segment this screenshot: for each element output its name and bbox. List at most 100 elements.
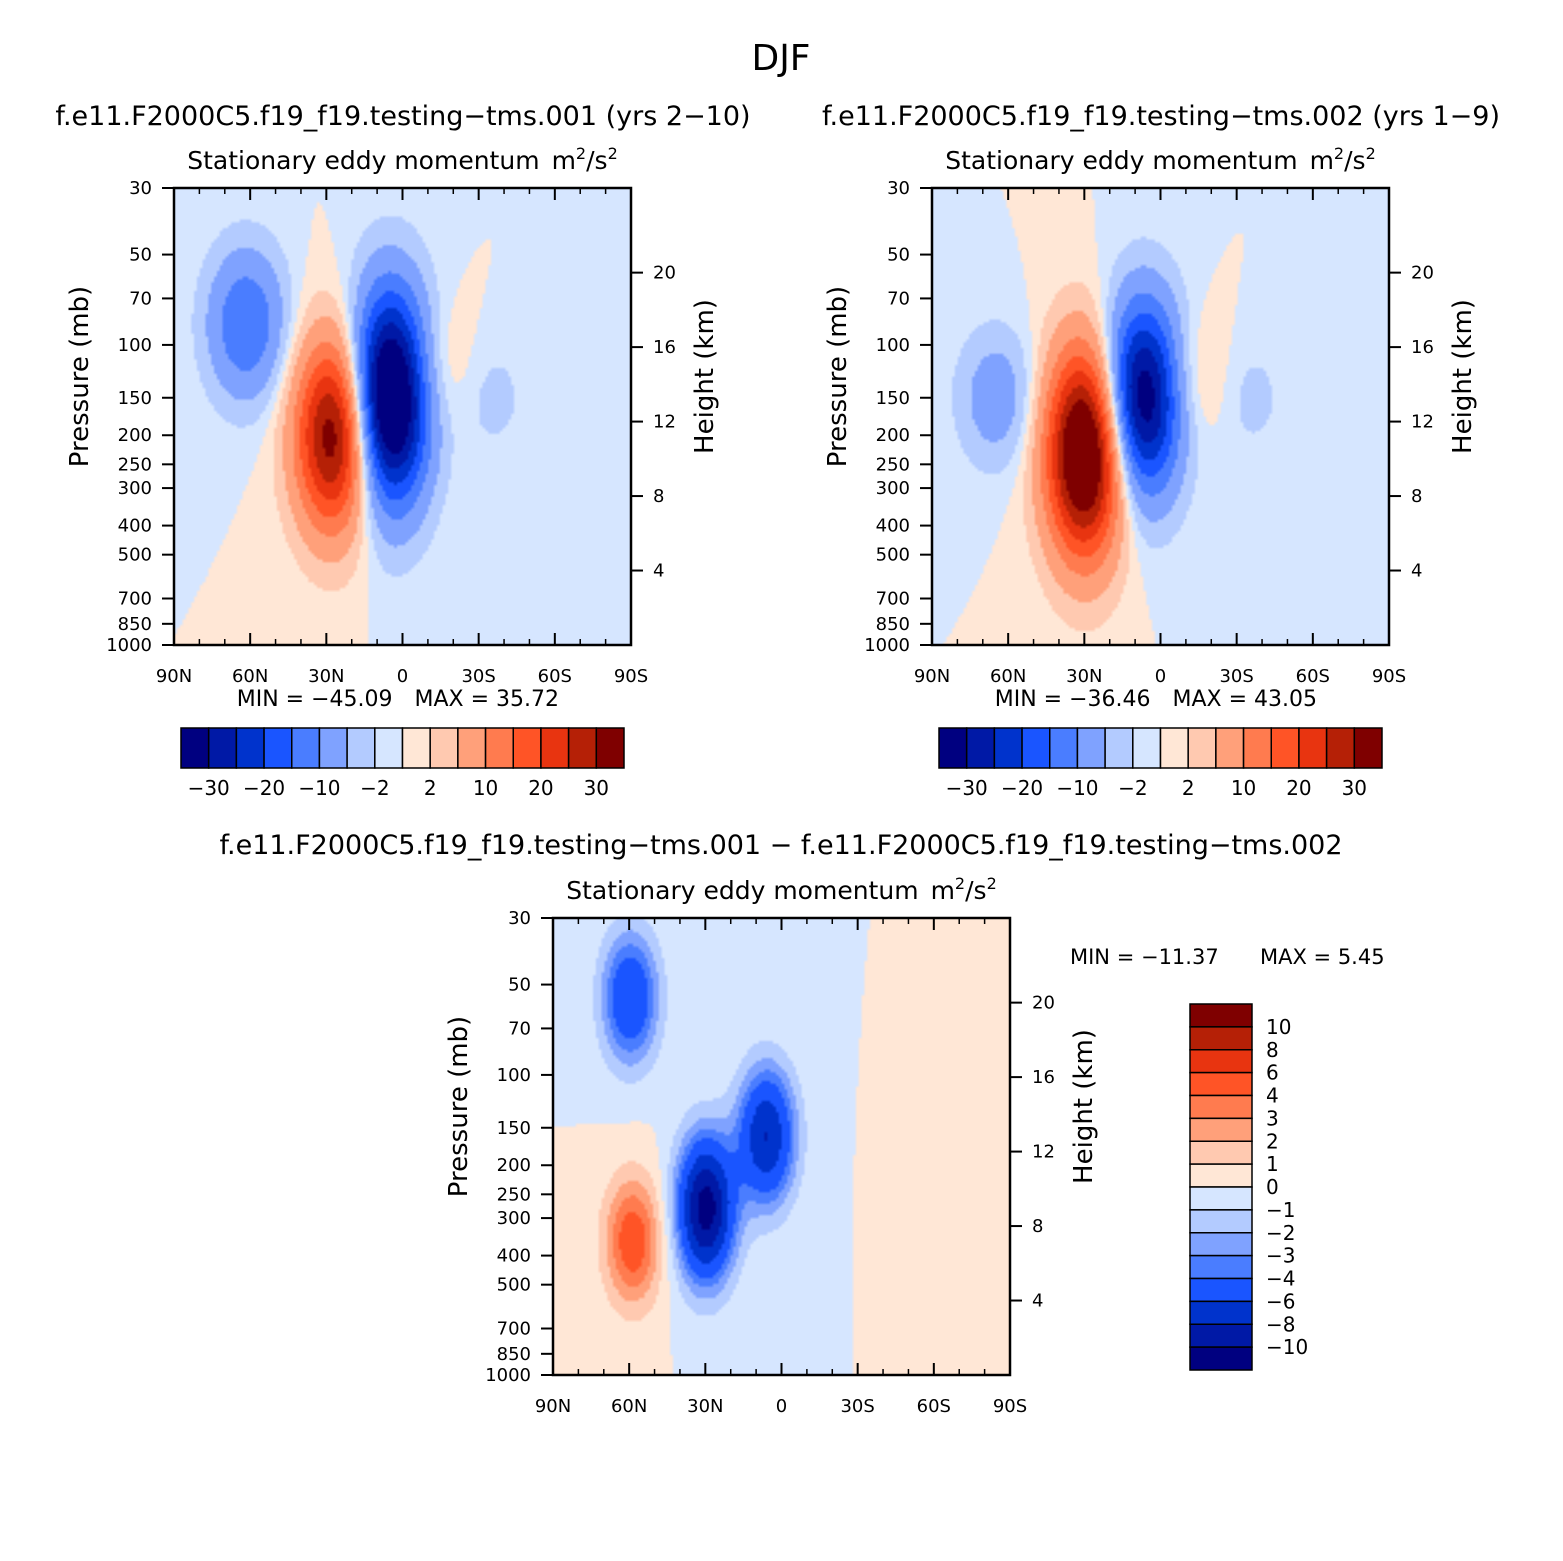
y-tick-label: 400 xyxy=(497,1246,531,1267)
colorbar-swatch xyxy=(235,727,265,769)
height-tick-label: 4 xyxy=(1411,561,1422,582)
colorbar-label: −20 xyxy=(243,776,285,800)
height-tick-label: 12 xyxy=(1411,412,1434,433)
colorbar-label: −4 xyxy=(1266,1267,1295,1291)
chart-panel-1: f.e11.F2000C5.f19_f19.testing−tms.001 (y… xyxy=(55,101,750,800)
colorbar-label: −10 xyxy=(298,776,340,800)
colorbar-label: 2 xyxy=(424,776,437,800)
min-label: MIN = −36.46 xyxy=(995,687,1151,712)
y-axis-right-title: Height (km) xyxy=(690,299,720,454)
x-tick-label: 60S xyxy=(1296,666,1330,687)
height-tick-label: 20 xyxy=(1032,993,1055,1014)
colorbar-label: 10 xyxy=(1266,1015,1291,1039)
plot-title: Stationary eddy momentum m2/s2 xyxy=(566,874,997,905)
height-tick-label: 20 xyxy=(1411,263,1434,284)
x-tick-label: 60S xyxy=(917,1396,951,1417)
plot-title-text: Stationary eddy momentum xyxy=(566,876,918,905)
colorbar-swatch xyxy=(1298,727,1328,769)
y-axis-title: Pressure (mb) xyxy=(65,286,95,467)
colorbar-swatch xyxy=(1215,727,1245,769)
colorbar-label: 1 xyxy=(1266,1152,1279,1176)
y-tick-label: 200 xyxy=(118,425,152,446)
y-tick-label: 1000 xyxy=(864,635,910,656)
colorbar-label: −30 xyxy=(946,776,988,800)
colorbar-label: 0 xyxy=(1266,1175,1279,1199)
y-tick-label: 700 xyxy=(876,589,910,610)
colorbar-label: −3 xyxy=(1266,1244,1295,1268)
colorbar-swatch xyxy=(1189,1071,1253,1097)
y-tick-label: 50 xyxy=(508,975,531,996)
colorbar-label: −10 xyxy=(1056,776,1098,800)
x-tick-label: 90N xyxy=(914,666,950,687)
colorbar-label: 2 xyxy=(1266,1129,1279,1153)
colorbar-swatch xyxy=(1076,727,1106,769)
colorbar-swatch xyxy=(1189,1209,1253,1234)
colorbar-label: −10 xyxy=(1266,1335,1308,1359)
chart-panel-2: f.e11.F2000C5.f19_f19.testing−tms.002 (y… xyxy=(822,101,1500,800)
x-tick-label: 30N xyxy=(687,1396,723,1417)
colorbar-label: 8 xyxy=(1266,1038,1279,1062)
heatmap-field xyxy=(174,188,631,645)
colorbar-label: 4 xyxy=(1266,1084,1279,1108)
colorbar-swatch xyxy=(291,727,321,769)
min-label: MIN = −45.09 xyxy=(237,687,393,712)
colorbar-swatch xyxy=(1189,1346,1253,1371)
plot-units-base: m xyxy=(552,146,576,175)
max-label: MAX = 35.72 xyxy=(415,687,560,712)
y-tick-label: 200 xyxy=(876,425,910,446)
y-tick-label: 300 xyxy=(118,478,152,499)
figure-title: DJF xyxy=(751,38,810,79)
colorbar-swatch xyxy=(965,727,996,769)
heatmap-field xyxy=(553,918,1010,1375)
colorbar-swatch xyxy=(1325,727,1356,769)
y-tick-label: 500 xyxy=(497,1275,531,1296)
colorbar-swatch xyxy=(180,727,210,769)
y-tick-label: 850 xyxy=(497,1344,531,1365)
colorbar-swatch xyxy=(1189,1186,1253,1211)
y-tick-label: 400 xyxy=(118,516,152,537)
colorbar-label: −2 xyxy=(360,776,389,800)
colorbar-swatch xyxy=(1189,1094,1253,1120)
y-axis-title: Pressure (mb) xyxy=(823,286,853,467)
x-tick-label: 0 xyxy=(397,666,408,687)
y-tick-label: 250 xyxy=(497,1184,531,1205)
y-tick-label: 150 xyxy=(497,1118,531,1139)
x-tick-label: 90S xyxy=(614,666,648,687)
colorbar-swatch xyxy=(1189,1163,1253,1188)
y-tick-label: 400 xyxy=(876,516,910,537)
x-tick-label: 30N xyxy=(1066,666,1102,687)
colorbar-swatch xyxy=(1132,727,1162,769)
colorbar-label: −6 xyxy=(1266,1289,1295,1313)
colorbar-swatch xyxy=(540,727,570,769)
y-tick-label: 100 xyxy=(876,335,910,356)
y-tick-label: 200 xyxy=(497,1155,531,1176)
colorbar-swatch xyxy=(1189,1232,1253,1257)
y-tick-label: 150 xyxy=(118,388,152,409)
colorbar-swatch xyxy=(595,727,625,769)
colorbar-swatch xyxy=(263,727,293,769)
max-label: MAX = 43.05 xyxy=(1173,687,1318,712)
height-tick-label: 12 xyxy=(653,412,676,433)
y-tick-label: 70 xyxy=(508,1018,531,1039)
x-tick-label: 60S xyxy=(538,666,572,687)
plot-units-base: m xyxy=(1310,146,1334,175)
height-tick-label: 8 xyxy=(1411,486,1422,507)
y-tick-label: 30 xyxy=(508,908,531,929)
colorbar-swatch xyxy=(374,727,404,769)
colorbar-swatch xyxy=(1104,727,1134,769)
plot-units-sup-2: 2 xyxy=(1366,144,1376,163)
height-tick-label: 8 xyxy=(653,486,664,507)
x-tick-label: 60N xyxy=(232,666,268,687)
y-tick-label: 850 xyxy=(118,614,152,635)
height-tick-label: 16 xyxy=(1411,337,1434,358)
plot-units-sup: 2 xyxy=(955,874,965,893)
colorbar-label: −30 xyxy=(188,776,230,800)
colorbar-swatch xyxy=(1242,727,1272,769)
x-tick-label: 0 xyxy=(1155,666,1166,687)
colorbar-swatch xyxy=(457,727,487,769)
colorbar-swatch xyxy=(429,727,459,769)
x-tick-label: 90N xyxy=(156,666,192,687)
colorbar-swatch xyxy=(1189,1277,1253,1303)
y-tick-label: 50 xyxy=(129,245,152,266)
colorbar-swatch xyxy=(1187,727,1217,769)
